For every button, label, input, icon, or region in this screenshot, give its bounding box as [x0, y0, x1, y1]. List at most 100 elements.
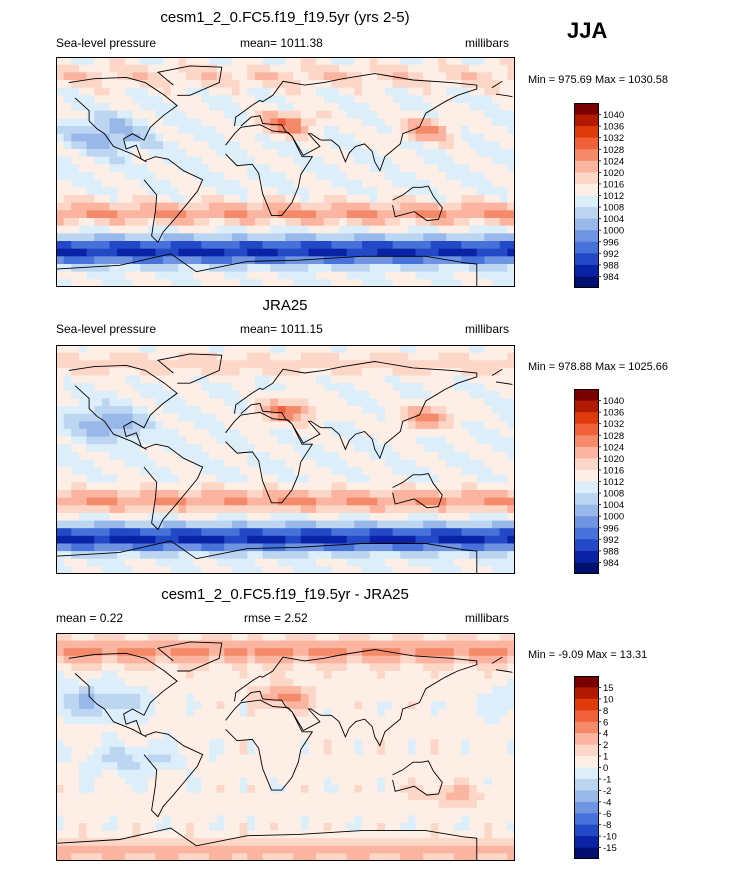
map-cell: [362, 406, 371, 415]
map-cell: [384, 141, 394, 150]
map-cell: [407, 777, 417, 786]
map-cell: [201, 482, 210, 491]
coastline: [392, 472, 443, 509]
map-cell: [56, 655, 65, 664]
map-cell: [239, 512, 248, 522]
map-cell: [453, 367, 462, 377]
map-cell: [400, 558, 409, 567]
map-cell: [339, 754, 348, 763]
map-cell: [201, 233, 210, 242]
map-cell: [293, 693, 302, 702]
map-cell: [369, 747, 378, 756]
map-cell: [461, 195, 470, 204]
map-cell: [109, 383, 118, 392]
map-cell: [438, 785, 447, 794]
map-cell: [216, 133, 225, 142]
map-cell: [400, 133, 409, 142]
map-cell: [216, 64, 225, 73]
map-cell: [507, 558, 515, 567]
map-cell: [71, 256, 80, 265]
map-cell: [262, 655, 271, 664]
map-cell: [270, 126, 279, 135]
map-cell: [247, 218, 256, 227]
map-cell: [331, 57, 340, 66]
map-cell: [147, 87, 156, 96]
map-cell: [476, 72, 485, 81]
map-cell: [170, 716, 179, 725]
map-cell: [300, 141, 309, 150]
map-cell: [323, 640, 332, 649]
map-cell: [124, 141, 133, 150]
map-cell: [178, 256, 187, 265]
colorbar-swatch: [574, 241, 599, 254]
map-cell: [293, 187, 302, 196]
map-cell: [239, 271, 248, 280]
map-cell: [71, 80, 80, 89]
map-cell: [346, 747, 355, 756]
map-cell: [147, 436, 156, 445]
map-cell: [78, 118, 88, 127]
map-cell: [407, 352, 417, 361]
map-cell: [201, 769, 210, 778]
map-cell: [163, 709, 172, 718]
map-cell: [369, 490, 378, 499]
map-cell: [247, 241, 256, 250]
map-cell: [430, 406, 439, 415]
map-cell: [86, 459, 95, 468]
map-cell: [438, 375, 447, 384]
map-cell: [507, 648, 515, 657]
map-cell: [56, 640, 65, 649]
map-cell: [163, 72, 172, 81]
map-cell: [453, 210, 462, 219]
map-cell: [78, 383, 88, 392]
map-cell: [423, 141, 432, 150]
map-cell: [461, 444, 470, 453]
map-cell: [354, 785, 363, 794]
map-cell: [101, 663, 111, 672]
map-cell: [170, 520, 179, 529]
map-cell: [354, 156, 363, 165]
map-cell: [446, 110, 455, 119]
map-cell: [415, 118, 424, 127]
map-cell: [484, 520, 493, 529]
map-cell: [407, 248, 417, 257]
map-cell: [331, 558, 340, 567]
map-cell: [201, 459, 210, 468]
map-cell: [384, 271, 394, 280]
map-cell: [231, 256, 241, 265]
map-cell: [377, 436, 386, 445]
map-cell: [193, 451, 202, 460]
map-cell: [239, 110, 248, 119]
map-cell: [446, 520, 455, 529]
map-cell: [117, 118, 126, 127]
map-cell: [323, 444, 332, 453]
map-cell: [78, 558, 88, 567]
map-cell: [339, 248, 348, 257]
map-cell: [415, 459, 424, 468]
map-cell: [247, 279, 256, 287]
map-cell: [132, 724, 141, 733]
map-cell: [430, 566, 439, 574]
map-cell: [339, 406, 348, 415]
map-cell: [354, 187, 363, 196]
map-cell: [316, 648, 325, 657]
map-cell: [247, 558, 256, 567]
map-cell: [354, 663, 363, 672]
map-cell: [392, 126, 401, 135]
map-cell: [507, 241, 515, 250]
map-cell: [423, 383, 432, 392]
map-cell: [178, 785, 187, 794]
map-cell: [453, 543, 462, 552]
map-cell: [124, 248, 133, 257]
map-cell: [354, 413, 363, 422]
map-cell: [140, 172, 149, 181]
map-cell: [117, 467, 126, 476]
map-cell: [476, 535, 485, 544]
map-cell: [224, 716, 233, 725]
map-cell: [469, 754, 478, 763]
map-cell: [492, 57, 501, 66]
map-cell: [484, 474, 493, 483]
map-cell: [377, 731, 386, 740]
map-cell: [270, 490, 279, 499]
map-cell: [239, 543, 248, 552]
